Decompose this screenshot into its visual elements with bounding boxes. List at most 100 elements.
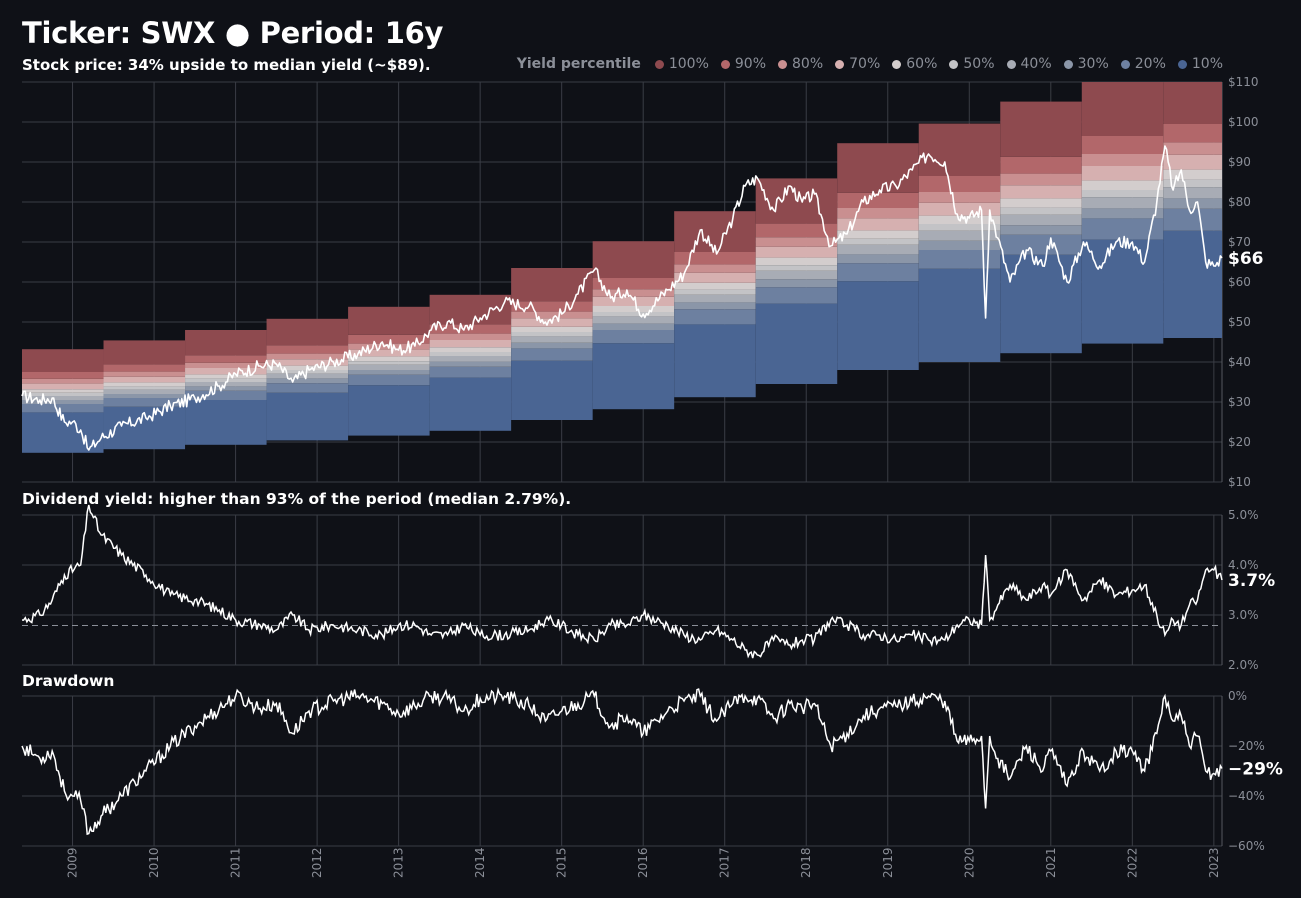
percentile-band: [592, 343, 675, 410]
legend-label: 100%: [668, 56, 709, 72]
percentile-band: [918, 240, 1001, 250]
percentile-band: [1081, 154, 1164, 166]
x-tick-label: 2019: [881, 847, 895, 878]
percentile-band: [511, 311, 593, 319]
percentile-band: [674, 264, 756, 273]
percentile-band: [918, 176, 1001, 192]
percentile-band: [1163, 230, 1222, 338]
percentile-band: [22, 392, 104, 396]
x-tick-label: 2022: [1125, 847, 1139, 878]
legend-label: 30%: [1077, 56, 1109, 72]
percentile-band: [22, 412, 104, 453]
percentile-band: [755, 287, 838, 304]
percentile-band: [918, 192, 1001, 203]
percentile-band: [1163, 124, 1222, 143]
percentile-band: [592, 289, 675, 297]
percentile-band: [1000, 198, 1082, 208]
percentile-band: [266, 373, 349, 379]
percentile-band: [1163, 169, 1222, 180]
percentile-band: [1000, 101, 1082, 157]
x-tick-label: 2017: [718, 847, 732, 878]
legend-item: 30%: [1063, 56, 1109, 72]
percentile-band: [837, 143, 919, 193]
percentile-band: [755, 279, 838, 288]
percentile-band: [1163, 82, 1222, 124]
y-tick-label: $80: [1228, 195, 1251, 209]
percentile-band: [837, 192, 919, 208]
x-tick-label: 2012: [310, 847, 324, 878]
last-labels: $66 3.7% −29%: [1228, 249, 1283, 780]
drawdown-panel: 0% −20% −40% −60%: [21, 686, 1265, 853]
percentile-band: [918, 224, 1001, 231]
legend-swatch: [778, 59, 787, 69]
percentile-band: [185, 400, 267, 445]
percentile-band: [918, 123, 1001, 176]
percentile-band: [266, 353, 349, 360]
legend-item: 70%: [835, 56, 880, 72]
percentile-band: [837, 281, 919, 370]
legend-item: 80%: [778, 56, 823, 72]
y-tick-label: 5.0%: [1228, 508, 1259, 522]
percentile-band: [837, 218, 919, 231]
percentile-band: [266, 378, 349, 384]
percentile-band: [103, 386, 186, 390]
yield-panel-subtitle: Dividend yield: higher than 93% of the p…: [22, 490, 572, 508]
percentile-band: [1000, 225, 1082, 235]
percentile-band: [1163, 154, 1222, 170]
percentile-band: [348, 364, 430, 370]
percentile-band: [185, 386, 267, 391]
percentile-band: [592, 241, 675, 278]
percentile-band: [429, 333, 512, 340]
percentile-band: [1081, 136, 1164, 154]
percentile-band: [592, 323, 675, 330]
percentile-band: [837, 238, 919, 245]
legend-swatch: [1006, 59, 1016, 69]
x-tick-label: 2011: [229, 847, 243, 878]
percentile-band: [674, 302, 756, 310]
x-tick-label: 2014: [473, 847, 487, 878]
percentile-band: [266, 383, 349, 393]
percentile-band: [1000, 185, 1082, 199]
percentile-band: [1081, 166, 1164, 181]
percentile-band: [511, 326, 593, 332]
percentile-band: [1081, 218, 1164, 240]
percentile-band: [266, 392, 349, 441]
percentile-band: [755, 237, 838, 247]
percentile-band: [348, 385, 430, 436]
percentile-band: [22, 389, 104, 393]
x-tick-label: 2010: [147, 847, 161, 878]
percentile-band: [266, 345, 349, 354]
percentile-band: [837, 254, 919, 264]
percentile-band: [592, 306, 675, 312]
x-tick-label: 2020: [962, 847, 976, 878]
percentile-band: [266, 359, 349, 366]
percentile-band: [22, 349, 104, 372]
percentile-band: [348, 334, 430, 344]
percentile-band: [837, 263, 919, 282]
drawdown-last-label: −29%: [1228, 760, 1283, 780]
percentile-band: [103, 376, 186, 383]
yield-panel: 2.0% 3.0% 4.0% 5.0%: [21, 504, 1259, 672]
percentile-band: [429, 361, 512, 367]
percentile-band: [1000, 207, 1082, 215]
legend-item: 20%: [1120, 56, 1166, 72]
percentile-band: [1163, 142, 1222, 155]
legend-item: 50%: [949, 56, 995, 72]
percentile-band: [837, 208, 919, 219]
percentile-band: [674, 289, 756, 295]
x-tick-label: 2013: [392, 847, 406, 878]
percentile-band: [755, 270, 838, 280]
percentile-band: [918, 202, 1001, 216]
y-tick-label: $10: [1228, 475, 1251, 489]
percentile-legend: Yield percentile 100% 90% 80% 70% 60% 50% 40% 3…: [517, 56, 1223, 72]
legend-title: Yield percentile: [516, 56, 641, 72]
x-tick-label: 2015: [555, 847, 569, 878]
percentile-band: [103, 382, 186, 387]
percentile-band: [511, 332, 593, 337]
percentile-band: [1000, 156, 1082, 174]
percentile-band: [185, 362, 267, 368]
legend-swatch: [654, 59, 664, 69]
percentile-band: [592, 278, 675, 290]
percentile-band: [103, 364, 186, 372]
